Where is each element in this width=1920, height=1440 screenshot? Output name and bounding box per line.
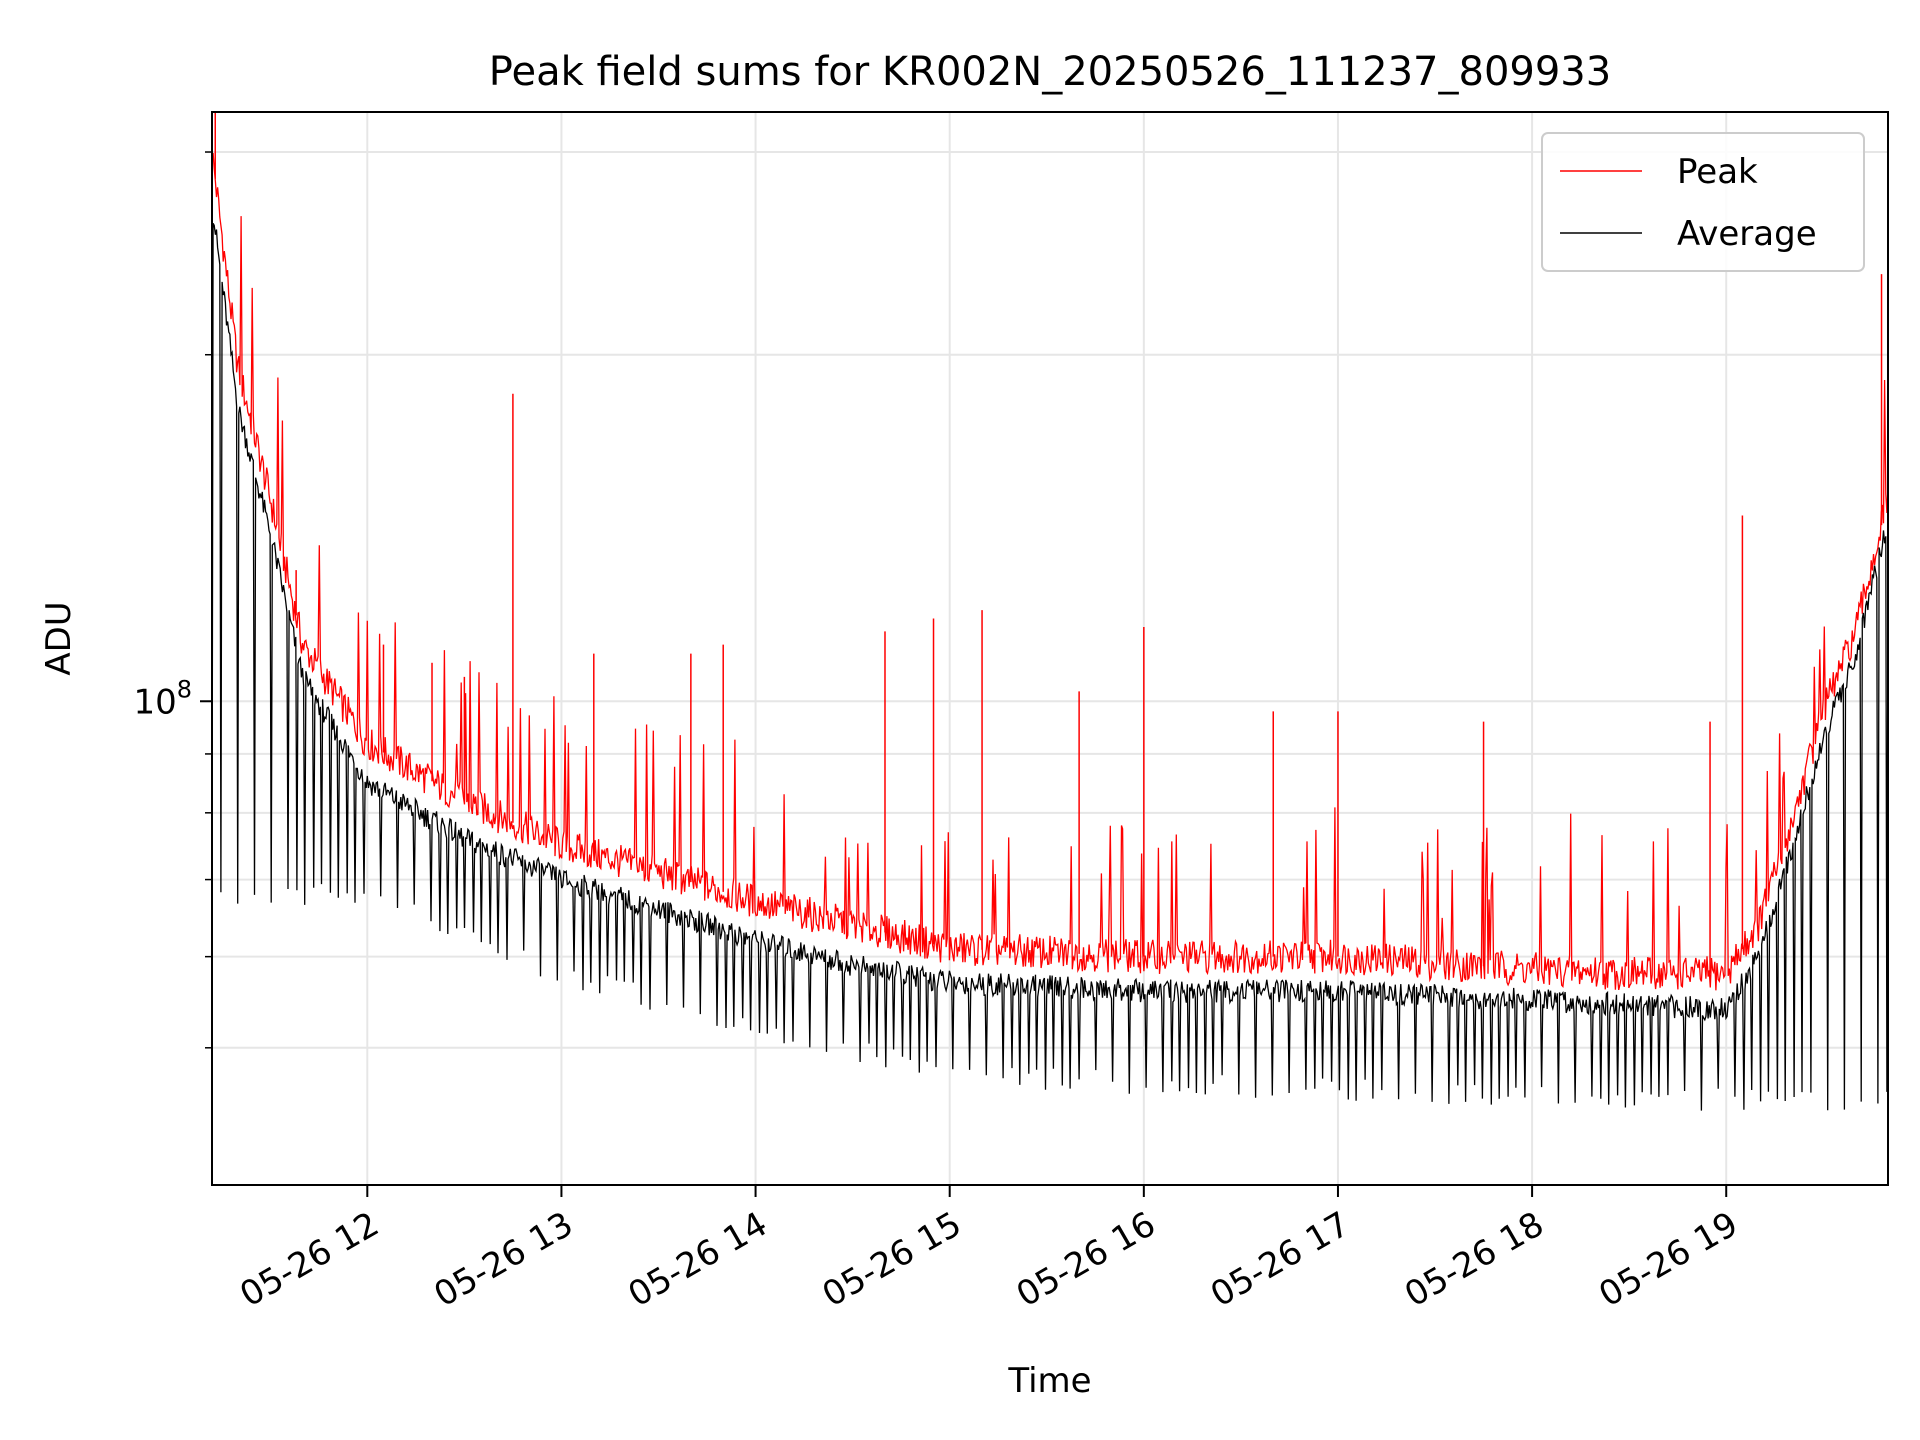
y-axis-label: ADU [39,601,79,675]
chart-title: Peak field sums for KR002N_20250526_1112… [489,49,1611,95]
legend-label-average: Average [1677,214,1817,254]
series-layer [211,112,1889,1111]
legend: Peak Average [1541,132,1865,272]
series-peak-line [211,152,1889,991]
legend-box [1541,132,1865,272]
x-axis-label: Time [1007,1361,1091,1401]
grid [212,112,1888,1185]
y-tick-label-exponent: 8 [177,675,192,703]
series-average-line [211,222,1889,1111]
plot-frame [211,111,1889,1186]
y-tick-label-base: 10 [133,682,176,722]
legend-label-peak: Peak [1677,152,1758,192]
y-tick-label: 108 [133,675,192,722]
